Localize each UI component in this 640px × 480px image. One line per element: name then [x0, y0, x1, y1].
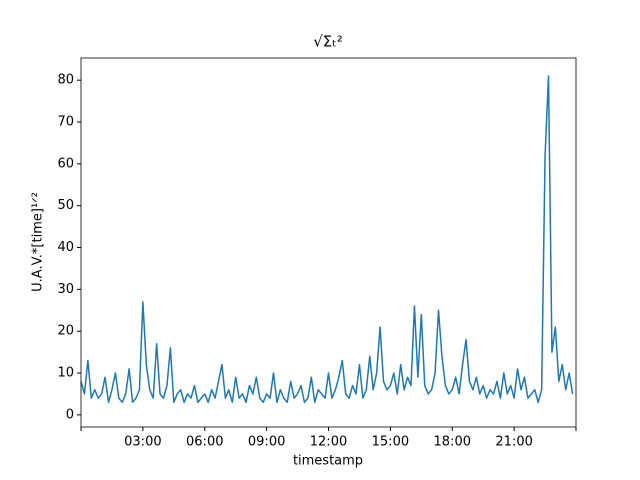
- y-tick-label: 10: [57, 366, 74, 381]
- x-tick-label: 09:00: [248, 435, 285, 450]
- plot-frame: [80, 57, 577, 428]
- y-tick-label: 40: [57, 240, 74, 255]
- x-tick-label: 15:00: [372, 435, 409, 450]
- y-axis-label: U.A.V.*[time]¹ᐟ²: [31, 192, 46, 292]
- data-line: [80, 75, 574, 404]
- x-tick-label: 06:00: [186, 435, 223, 450]
- x-tick-label: 18:00: [434, 435, 471, 450]
- chart-title: √Σₜ²: [313, 33, 342, 51]
- x-axis-label: timestamp: [293, 454, 363, 469]
- y-tick-label: 50: [57, 198, 74, 213]
- y-tick-label: 60: [57, 156, 74, 171]
- x-tick-label: 03:00: [124, 435, 161, 450]
- y-tick-label: 30: [57, 282, 74, 297]
- y-tick-label: 20: [57, 324, 74, 339]
- x-tick-label: 21:00: [495, 435, 532, 450]
- y-tick-label: 0: [66, 407, 74, 422]
- x-tick-label: 12:00: [310, 435, 347, 450]
- y-tick-label: 80: [57, 73, 74, 88]
- y-tick-label: 70: [57, 115, 74, 130]
